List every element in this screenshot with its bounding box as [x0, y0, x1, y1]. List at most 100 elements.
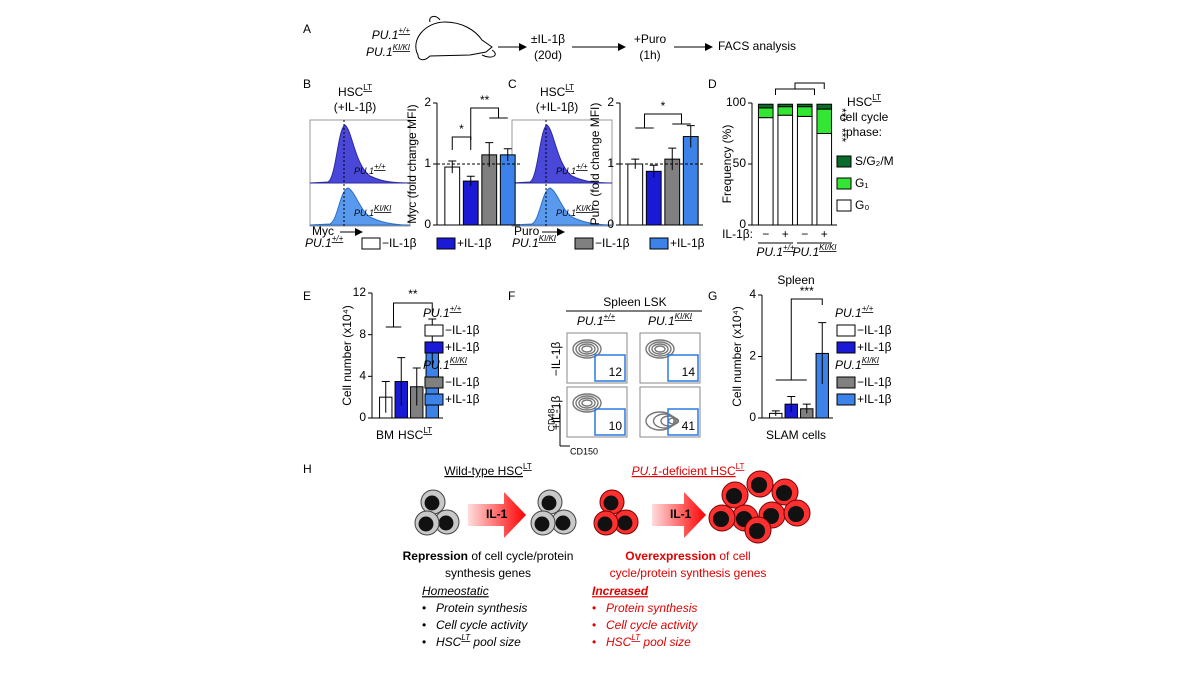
contour: [645, 339, 675, 359]
x-axis-label: SLAM cells: [766, 428, 826, 442]
gate: [594, 354, 626, 382]
legend-title: phase:: [846, 125, 882, 139]
text-part: PU.1: [648, 314, 675, 328]
error-bar: [771, 410, 780, 416]
nucleus: [534, 516, 550, 532]
text-part: KI/KI: [862, 356, 880, 365]
arrow: [468, 492, 526, 538]
legend-title: cell cycle: [840, 110, 889, 124]
text-part: +/+: [332, 234, 344, 243]
nucleus: [775, 484, 793, 502]
genotype-label: PU.1+/+: [756, 243, 795, 259]
panel-label: A: [303, 22, 311, 36]
bar: [462, 180, 479, 226]
bar-segment: [757, 117, 774, 226]
contour: [578, 397, 596, 409]
y-axis-label: Cell number (x10⁴): [730, 306, 744, 407]
list-item: Protein synthesis: [436, 601, 527, 615]
legend-label: −IL-1β: [382, 236, 417, 250]
text-part: LT: [631, 633, 641, 642]
text-part: +/+: [862, 304, 874, 313]
genotype-label: PU.1KI/KI: [512, 234, 557, 250]
legend-swatch: [836, 199, 852, 212]
arrow-label: IL-1: [670, 507, 692, 521]
bullet: •: [592, 635, 596, 649]
genotype-label: PU.1+/+: [372, 26, 411, 42]
text-part: of cell: [716, 549, 751, 563]
text-part: KI/KI: [393, 43, 411, 52]
gate-value: 12: [609, 365, 623, 379]
bracket: [470, 107, 508, 140]
x-tick-label: +: [821, 227, 828, 241]
legend-label: S/G₂/M: [855, 154, 894, 168]
y-tick-label: 2: [749, 349, 756, 363]
bracket: [385, 302, 433, 328]
text-part: KI/KI: [539, 234, 557, 243]
legend-swatch: [836, 324, 856, 337]
flow-frame: [639, 332, 701, 384]
text-part: PU.1: [835, 358, 862, 372]
nucleus: [597, 516, 613, 532]
text-part: PU.1: [632, 464, 659, 478]
legend-swatch: [649, 237, 669, 250]
bar-segment: [796, 115, 813, 226]
bullet: •: [422, 618, 426, 632]
text-part: PU.1: [792, 245, 819, 259]
nucleus: [418, 516, 434, 532]
text-part: KI/KI: [450, 356, 468, 365]
list-item: Cell cycle activity: [436, 618, 528, 632]
text-part: +/+: [604, 312, 616, 321]
panel-label: B: [303, 77, 311, 91]
error-bar: [668, 147, 677, 171]
legend-swatch: [836, 155, 852, 168]
text-part: HSC: [847, 95, 873, 109]
text-part: KI/KI: [576, 204, 594, 213]
nucleus: [787, 505, 805, 523]
bracket: [635, 113, 691, 129]
bar: [645, 170, 662, 226]
nucleus: [748, 522, 766, 540]
text-part: +/+: [374, 162, 386, 171]
mouse: [415, 15, 496, 61]
text-part: LT: [565, 83, 574, 92]
genotype-label: PU.1+/+: [577, 312, 616, 328]
genotype-label: PU.1+/+: [835, 304, 874, 320]
nucleus: [712, 510, 730, 528]
bar-segment: [777, 114, 794, 226]
genotype-label: PU.1KI/KI: [366, 43, 411, 59]
bar: [682, 136, 699, 226]
contour: [581, 399, 593, 407]
flow-frame: [566, 386, 628, 438]
legend-label: +IL-1β: [457, 236, 492, 250]
gate-value: 41: [682, 419, 696, 433]
error-bar: [649, 164, 658, 178]
significance: *: [459, 122, 464, 136]
text-part: LT: [423, 426, 432, 435]
hist-axis: Myc: [312, 224, 334, 238]
text-part: +/+: [783, 243, 795, 252]
list-head: Homeostatic: [422, 584, 489, 598]
text-part: PU.1: [305, 236, 332, 250]
error-bar: [802, 403, 811, 414]
contour: [581, 345, 593, 353]
contour: [575, 395, 599, 411]
contour: [572, 393, 602, 413]
nucleus: [555, 515, 571, 531]
chart-title: Spleen: [777, 273, 814, 287]
arrow-label: IL-1: [486, 507, 508, 521]
text-part: LT: [872, 93, 881, 102]
bar: [499, 154, 516, 226]
y-tick-label: 12: [353, 285, 367, 299]
step: FACS analysis: [718, 39, 796, 53]
list-item: Cell cycle activity: [606, 618, 698, 632]
step: +Puro: [634, 32, 667, 46]
error-bar: [412, 367, 421, 406]
text-part: LT: [363, 83, 372, 92]
contour: [645, 411, 675, 431]
text-part: of cell cycle/protein: [468, 549, 573, 563]
y-tick-label: 2: [424, 95, 431, 109]
error-bar: [448, 160, 457, 174]
legend-swatch: [424, 341, 444, 354]
text-part: LT: [523, 462, 532, 471]
